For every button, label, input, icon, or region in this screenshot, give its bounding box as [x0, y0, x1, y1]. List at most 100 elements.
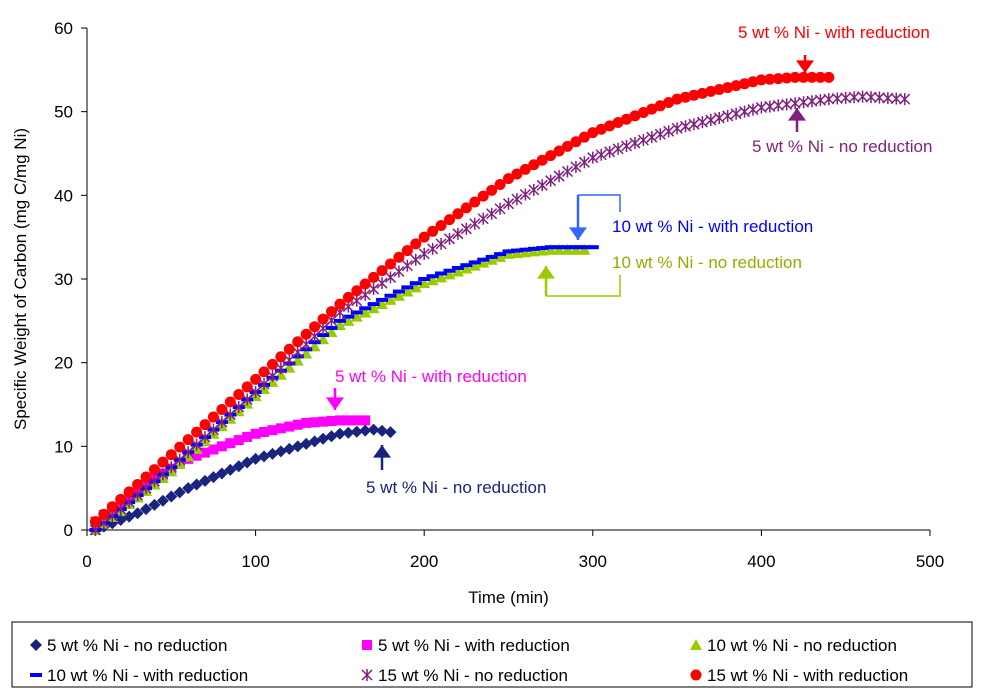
- legend-label: 10 wt % Ni - no reduction: [707, 636, 897, 655]
- data-point-15-wt-ni-with-reduction: [410, 238, 422, 250]
- data-point-5-wt-ni-no-reduction: [224, 463, 237, 476]
- data-point-15-wt-ni-with-reduction: [696, 87, 708, 99]
- data-point-15-wt-ni-with-reduction: [587, 127, 599, 139]
- data-point-5-wt-ni-with-reduction: [233, 435, 244, 446]
- data-point-10-wt-ni-no-reduction: [544, 243, 557, 255]
- legend-marker: [30, 639, 42, 651]
- data-point-10-wt-ni-with-reduction: [325, 325, 338, 330]
- data-point-15-wt-ni-with-reduction: [351, 285, 363, 297]
- data-point-15-wt-ni-with-reduction: [182, 434, 194, 446]
- data-point-10-wt-ni-no-reduction: [536, 244, 549, 256]
- data-point-15-wt-ni-with-reduction: [798, 71, 810, 83]
- data-point-15-wt-ni-no-reduction: [730, 107, 742, 120]
- data-point-15-wt-ni-no-reduction: [502, 197, 515, 210]
- data-point-15-wt-ni-with-reduction: [368, 271, 380, 283]
- annotation-arrowhead: [796, 60, 814, 73]
- data-point-5-wt-ni-with-reduction: [343, 415, 354, 426]
- data-point-15-wt-ni-no-reduction: [443, 232, 456, 245]
- data-point-15-wt-ni-with-reduction: [705, 85, 717, 97]
- data-point-5-wt-ni-with-reduction: [351, 415, 362, 426]
- data-point-15-wt-ni-with-reduction: [258, 366, 270, 378]
- legend-label: 15 wt % Ni - no reduction: [378, 666, 568, 685]
- data-point-15-wt-ni-with-reduction: [629, 110, 641, 122]
- data-point-10-wt-ni-no-reduction: [426, 274, 439, 286]
- data-point-10-wt-ni-with-reduction: [561, 245, 574, 250]
- series-star: [89, 90, 911, 536]
- data-point-15-wt-ni-no-reduction: [747, 103, 759, 116]
- y-tick-label: 30: [54, 270, 73, 289]
- annotation-arrowhead: [569, 227, 587, 240]
- data-point-5-wt-ni-no-reduction: [359, 424, 372, 437]
- data-point-10-wt-ni-with-reduction: [553, 245, 566, 250]
- legend-marker: [690, 669, 702, 681]
- legend-label: 10 wt % Ni - with reduction: [47, 666, 248, 685]
- annotation-arrowhead: [788, 108, 806, 121]
- data-point-15-wt-ni-no-reduction: [620, 139, 633, 152]
- data-point-15-wt-ni-with-reduction: [174, 441, 186, 453]
- y-tick-label: 0: [64, 521, 73, 540]
- data-point-5-wt-ni-with-reduction: [250, 428, 261, 439]
- legend-marker: [362, 640, 372, 650]
- data-point-15-wt-ni-with-reduction: [157, 456, 169, 468]
- data-point-15-wt-ni-with-reduction: [595, 123, 607, 135]
- data-point-15-wt-ni-with-reduction: [511, 168, 523, 180]
- data-point-15-wt-ni-no-reduction: [806, 95, 818, 108]
- data-point-15-wt-ni-no-reduction: [427, 242, 439, 255]
- data-point-15-wt-ni-with-reduction: [680, 91, 692, 103]
- data-point-5-wt-ni-with-reduction: [292, 419, 303, 430]
- data-point-15-wt-ni-with-reduction: [814, 71, 826, 83]
- data-point-10-wt-ni-with-reduction: [477, 257, 490, 262]
- data-point-10-wt-ni-no-reduction: [477, 256, 490, 268]
- annotation-label: 5 wt % Ni - with reduction: [738, 23, 930, 42]
- data-point-10-wt-ni-with-reduction: [451, 265, 464, 270]
- data-point-15-wt-ni-with-reduction: [216, 404, 228, 416]
- data-point-15-wt-ni-no-reduction: [772, 99, 784, 112]
- data-point-10-wt-ni-with-reduction: [401, 285, 414, 290]
- data-point-10-wt-ni-no-reduction: [384, 293, 397, 305]
- data-point-5-wt-ni-no-reduction: [350, 425, 363, 438]
- data-point-15-wt-ni-with-reduction: [233, 388, 245, 400]
- data-point-15-wt-ni-with-reduction: [89, 516, 101, 528]
- data-point-15-wt-ni-no-reduction: [612, 142, 624, 155]
- data-point-10-wt-ni-with-reduction: [426, 274, 439, 279]
- y-axis-label: Specific Weight of Carbon (mg C/mg Ni): [11, 128, 30, 430]
- data-point-15-wt-ni-no-reduction: [418, 247, 430, 260]
- data-point-15-wt-ni-with-reduction: [224, 396, 236, 408]
- data-point-10-wt-ni-no-reduction: [569, 243, 582, 255]
- data-point-15-wt-ni-no-reduction: [570, 160, 582, 173]
- data-point-5-wt-ni-no-reduction: [207, 471, 220, 484]
- data-point-5-wt-ni-no-reduction: [182, 482, 195, 495]
- data-point-10-wt-ni-with-reduction: [586, 245, 599, 250]
- data-point-15-wt-ni-no-reduction: [511, 193, 523, 206]
- data-point-15-wt-ni-with-reduction: [578, 131, 590, 143]
- data-point-10-wt-ni-no-reduction: [519, 246, 532, 258]
- data-point-15-wt-ni-no-reduction: [823, 93, 835, 106]
- legend-label: 15 wt % Ni - with reduction: [707, 666, 908, 685]
- data-point-15-wt-ni-no-reduction: [671, 122, 683, 135]
- legend-item: 10 wt % Ni - no reduction: [690, 636, 897, 655]
- data-point-10-wt-ni-with-reduction: [333, 318, 346, 323]
- data-point-15-wt-ni-with-reduction: [266, 358, 278, 370]
- data-point-15-wt-ni-no-reduction: [519, 188, 531, 201]
- data-point-15-wt-ni-with-reduction: [570, 136, 582, 148]
- data-point-15-wt-ni-with-reduction: [241, 381, 253, 393]
- data-point-15-wt-ni-with-reduction: [384, 258, 396, 270]
- data-point-5-wt-ni-with-reduction: [259, 426, 270, 437]
- data-point-15-wt-ni-with-reduction: [418, 231, 430, 243]
- y-tick-label: 10: [54, 437, 73, 456]
- data-point-5-wt-ni-with-reduction: [309, 417, 320, 428]
- data-point-15-wt-ni-with-reduction: [545, 150, 557, 162]
- data-point-15-wt-ni-no-reduction: [376, 277, 388, 290]
- data-point-15-wt-ni-no-reduction: [553, 170, 565, 183]
- legend-box: [11, 621, 973, 688]
- data-point-15-wt-ni-with-reduction: [612, 117, 624, 129]
- data-point-15-wt-ni-no-reduction: [755, 101, 767, 114]
- data-point-5-wt-ni-no-reduction: [376, 424, 389, 437]
- legend-item: 15 wt % Ni - no reduction: [361, 666, 568, 685]
- data-point-10-wt-ni-no-reduction: [578, 243, 591, 255]
- data-point-10-wt-ni-with-reduction: [502, 249, 515, 254]
- legend-item: 10 wt % Ni - with reduction: [30, 666, 248, 685]
- data-point-15-wt-ni-no-reduction: [561, 165, 574, 178]
- data-point-5-wt-ni-with-reduction: [242, 431, 253, 442]
